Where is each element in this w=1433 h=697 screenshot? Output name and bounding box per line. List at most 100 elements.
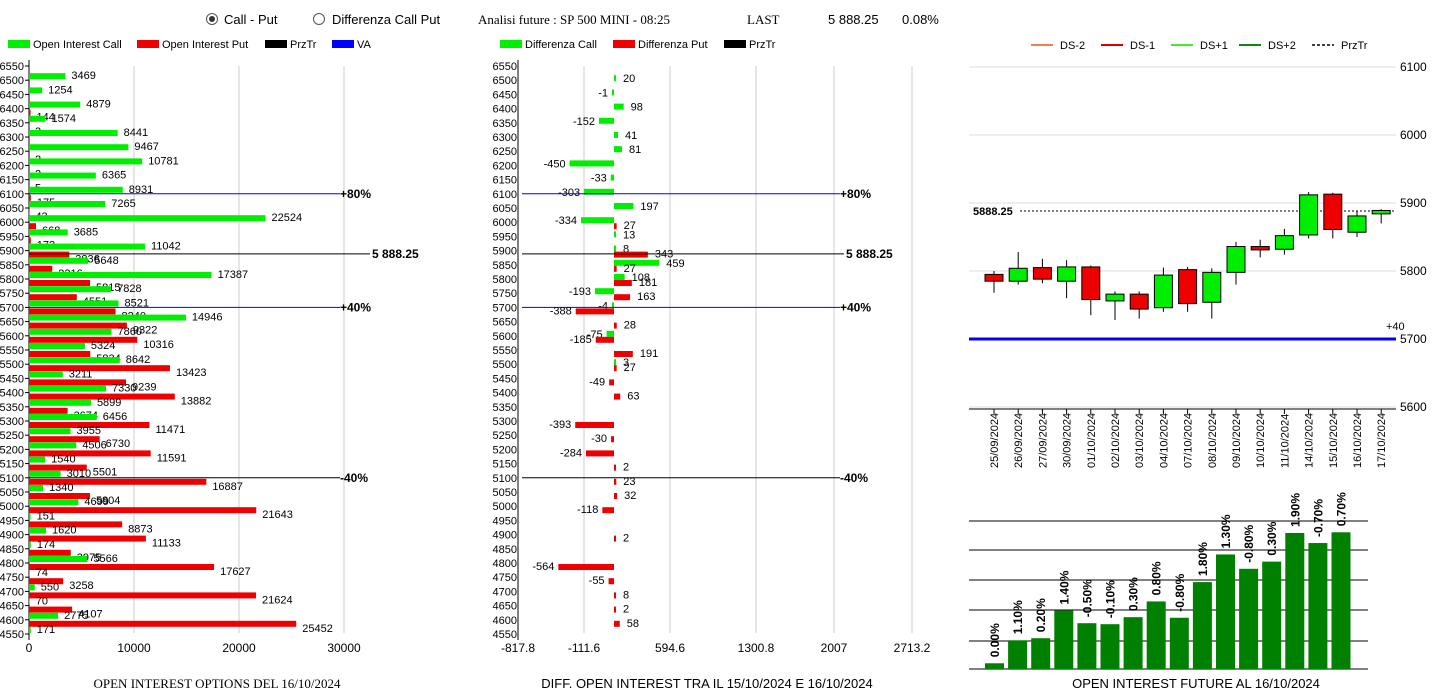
strike-label: 6000 — [0, 217, 24, 229]
diff-call-label: -33 — [591, 173, 607, 185]
date-label: 26/09/2024 — [1013, 413, 1025, 468]
future-bar-label: 1.80% — [1196, 542, 1210, 576]
diff-put-label: 191 — [640, 348, 658, 360]
candle-body — [1178, 269, 1198, 305]
strike-label: 6200 — [0, 160, 24, 172]
put-bar — [29, 535, 146, 542]
diff-put-bar — [608, 578, 614, 585]
call-bar — [29, 527, 47, 534]
call-bar — [29, 612, 59, 619]
call-bar — [29, 101, 81, 108]
x-tick-label: 0 — [26, 641, 33, 655]
diff-call-label: 108 — [632, 272, 650, 284]
call-value-label: 6456 — [103, 411, 127, 423]
strike2-label: 5250 — [493, 430, 517, 442]
strike2-label: 5700 — [493, 302, 517, 314]
strike2-label: 6350 — [493, 118, 517, 130]
future-bar — [1123, 617, 1143, 669]
diff-put-bar — [575, 422, 614, 428]
legend3-label: PrzTr — [1341, 40, 1368, 52]
put-bar — [29, 379, 127, 386]
strike-label: 4650 — [0, 601, 24, 613]
diff-call-bar — [614, 274, 625, 280]
future-bar — [1008, 640, 1028, 669]
strike-label: 5900 — [0, 246, 24, 258]
put-value-label: 13423 — [176, 367, 207, 379]
call-value-label: 8642 — [126, 354, 150, 366]
diff-call-bar — [614, 75, 616, 82]
put-bar — [29, 251, 70, 258]
diff-put-bar — [614, 393, 621, 400]
strike2-label: 5300 — [493, 416, 517, 428]
radio-diff-call-put-label[interactable]: Differenza Call Put — [332, 12, 441, 27]
diff-call-label: 13 — [623, 229, 635, 241]
strike2-label: 4600 — [493, 615, 517, 627]
put-bar — [29, 308, 116, 315]
radio-call-put[interactable] — [206, 13, 218, 25]
strike2-label: 6200 — [493, 160, 517, 172]
diff-put-bar — [585, 450, 614, 457]
diff-put-label: 163 — [637, 291, 655, 303]
candle-body — [1105, 293, 1125, 302]
call-value-label: 1574 — [52, 113, 76, 125]
call-bar — [29, 584, 35, 591]
call-bar — [29, 115, 46, 122]
strike-label: 5150 — [0, 459, 24, 471]
level-label: 5 888.25 — [372, 247, 419, 261]
radio-diff-call-put[interactable] — [313, 13, 325, 25]
legend3-label: DS-2 — [1060, 40, 1085, 52]
strike-label: 5050 — [0, 487, 24, 499]
diff-put-label: 27 — [624, 362, 636, 374]
diff-call-bar — [614, 359, 616, 366]
legend2-swatch-0 — [500, 40, 522, 48]
future-analysis-label: Analisi future : SP 500 MINI - 08:25 — [478, 12, 670, 27]
future-bar-label: 0.20% — [1034, 598, 1048, 632]
future-bar-label: -0.50% — [1080, 579, 1094, 617]
diff-put-bar — [609, 379, 614, 386]
put-bar — [29, 336, 138, 343]
call-bar — [29, 229, 68, 236]
put-bar — [29, 578, 64, 585]
call-bar — [29, 130, 118, 136]
put-bar — [29, 564, 215, 570]
diff-call-bar — [606, 330, 614, 337]
diff-put-bar — [614, 251, 648, 258]
strike-label: 4850 — [0, 544, 24, 556]
date-label: 09/10/2024 — [1231, 413, 1243, 468]
strike2-label: 4550 — [493, 629, 517, 641]
date-label: 30/09/2024 — [1062, 413, 1074, 468]
diff-put-bar — [614, 280, 632, 286]
diff-call-bar — [581, 217, 614, 224]
diff-put-label: -388 — [550, 305, 572, 317]
candle-body — [1129, 293, 1149, 310]
put-bar — [29, 237, 31, 244]
call-value-label: 7860 — [118, 326, 142, 338]
strike-label: 5650 — [0, 317, 24, 329]
legend2-swatch-2 — [724, 40, 746, 48]
strike2-label: 5350 — [493, 402, 517, 414]
date-label: 02/10/2024 — [1110, 413, 1122, 468]
diff-put-bar — [614, 464, 616, 471]
put-bar — [29, 507, 257, 514]
x2-tick-label: 594.6 — [655, 641, 685, 655]
call-bar — [29, 485, 44, 491]
date-label: 04/10/2024 — [1158, 413, 1170, 468]
legend3-label: DS-1 — [1130, 40, 1155, 52]
date-label: 03/10/2024 — [1134, 413, 1146, 468]
strike-label: 5300 — [0, 416, 24, 428]
strike2-label: 4950 — [493, 515, 517, 527]
call-bar — [29, 357, 120, 364]
candle-body — [1226, 246, 1246, 273]
diff-call-bar — [614, 103, 624, 110]
radio-call-put-label[interactable]: Call - Put — [224, 12, 278, 27]
call-value-label: 7828 — [117, 283, 141, 295]
call-bar — [29, 513, 31, 520]
y3-tick-label: 5700 — [1400, 332, 1427, 346]
diff-call-bar — [612, 302, 614, 309]
legend-label: Open Interest Call — [33, 39, 122, 51]
call-value-label: 6365 — [102, 170, 126, 182]
strike-label: 5750 — [0, 288, 24, 300]
diff-call-label: 3 — [623, 357, 629, 369]
strike-label: 6150 — [0, 175, 24, 187]
call-value-label: 550 — [41, 581, 59, 593]
